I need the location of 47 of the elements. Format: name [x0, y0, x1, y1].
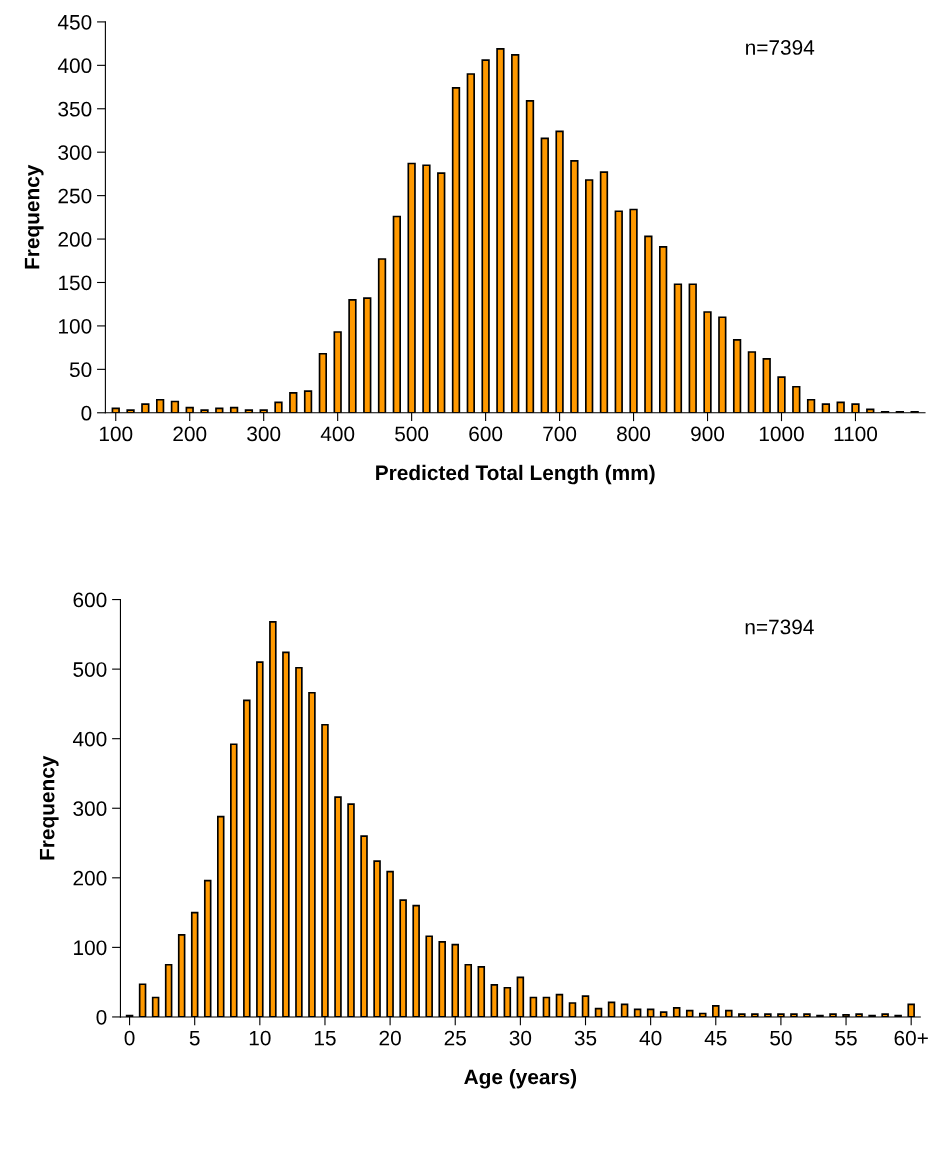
- x-tick-label: 10: [249, 1030, 271, 1046]
- x-tick-label: 200: [173, 426, 207, 442]
- x-tick-label: 100: [99, 426, 133, 442]
- x-tick-label: 800: [617, 426, 651, 442]
- x-tick-label: 15: [314, 1030, 336, 1046]
- y-tick-label: 0: [96, 1009, 107, 1025]
- x-tick-label: 35: [574, 1030, 597, 1046]
- annotation: n=7394: [745, 619, 814, 635]
- y-tick-label: 400: [72, 731, 107, 747]
- x-tick-label: 1000: [759, 426, 804, 442]
- y-tick-label: 150: [59, 275, 92, 291]
- y-tick-label: 100: [59, 318, 92, 334]
- x-tick-label: 600: [469, 426, 503, 442]
- y-tick-label: 500: [73, 662, 107, 677]
- x-tick-label: 5: [189, 1030, 200, 1046]
- y-tick-label: 200: [73, 870, 107, 886]
- annotation: n=7394: [746, 40, 815, 55]
- y-tick-label: 300: [73, 801, 107, 817]
- x-tick-label: 300: [247, 426, 281, 442]
- x-tick-label: 25: [444, 1030, 466, 1046]
- y-tick-label: 350: [58, 101, 92, 117]
- y-tick-label: 450: [57, 14, 92, 30]
- y-axis-title: Frequency: [24, 164, 44, 269]
- y-tick-label: 50: [69, 362, 92, 378]
- x-tick-label: 0: [124, 1030, 135, 1046]
- x-tick-label: 500: [395, 426, 429, 442]
- x-tick-label: 700: [543, 426, 577, 442]
- y-tick-label: 0: [81, 405, 92, 421]
- x-tick-label: 40: [639, 1030, 662, 1046]
- x-tick-label: 900: [691, 426, 725, 442]
- y-tick-label: 200: [58, 232, 92, 247]
- x-axis-title: Predicted Total Length (mm): [376, 464, 655, 485]
- y-tick-label: 250: [58, 188, 92, 204]
- y-tick-label: 400: [57, 58, 92, 74]
- x-axis-title: Age (years): [464, 1069, 577, 1089]
- x-tick-label: 55: [835, 1030, 857, 1046]
- x-tick-label: 20: [379, 1030, 401, 1046]
- y-tick-label: 600: [73, 592, 107, 608]
- y-tick-label: 100: [74, 940, 107, 956]
- x-tick-label: 400: [320, 426, 355, 442]
- y-tick-label: 300: [58, 145, 92, 160]
- x-tick-label: 60+: [894, 1030, 928, 1046]
- y-axis-title: Frequency: [39, 755, 59, 860]
- x-tick-label: 45: [704, 1030, 727, 1046]
- x-tick-label: 1100: [834, 426, 878, 442]
- x-tick-label: 50: [770, 1030, 792, 1046]
- x-tick-label: 30: [509, 1030, 532, 1046]
